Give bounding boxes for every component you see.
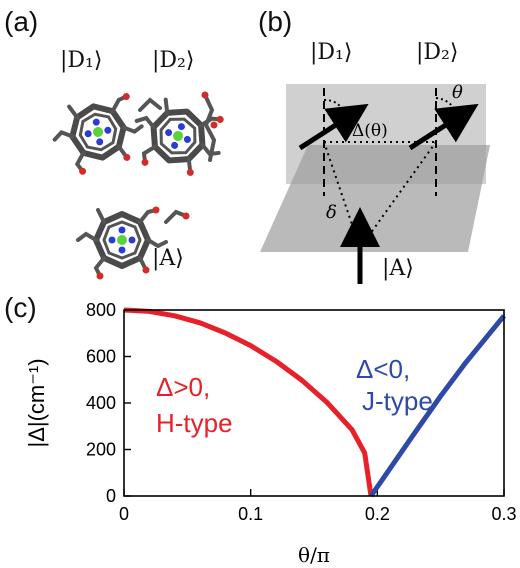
ket-a-label-b: |A⟩	[382, 256, 414, 281]
x-axis-label: θ/π	[298, 543, 330, 567]
side-chain-d2	[203, 93, 217, 162]
ket-d1-label-a: |D₁⟩	[60, 48, 103, 73]
porphyrin-molecule-D1	[49, 91, 148, 178]
x-tick-label: 0.3	[491, 504, 516, 524]
ket-d1-label-b: |D₁⟩	[310, 40, 353, 65]
delta-theta-label: Δ(θ)	[352, 121, 388, 141]
ket-d2-label-a: |D₂⟩	[152, 48, 195, 73]
dipole-d1-arrow	[298, 103, 369, 151]
y-axis-label: |Δ|(cm⁻¹)	[24, 358, 49, 447]
y-tick-label: 200	[86, 440, 116, 460]
annotation-h-type-line1: Δ>0,	[156, 372, 210, 402]
panel-label-c: (c)	[4, 292, 37, 323]
ket-a-label-a: |A⟩	[152, 246, 184, 271]
panel-label-b: (b)	[258, 6, 293, 37]
annotation-j-type-line1: Δ<0,	[356, 354, 410, 384]
panel-label-a: (a)	[4, 6, 39, 37]
annotation-h-type-line2: H-type	[156, 408, 233, 438]
ket-d2-label-b: |D₂⟩	[416, 40, 459, 65]
annotation-j-type-line2: J-type	[362, 386, 433, 416]
y-tick-label: 400	[86, 393, 116, 413]
panel-c-chart: 0 0.1 0.2 0.3 0 200 400 600 800 |Δ|(cm⁻¹) θ/π Δ>…	[24, 300, 517, 567]
y-tick-label: 800	[86, 300, 116, 320]
series-line-h-type	[123, 307, 374, 497]
porphyrin-molecule-A	[78, 207, 166, 280]
plot-frame	[123, 309, 505, 497]
acceptor-plane	[260, 145, 490, 252]
x-tick-label: 0.2	[365, 504, 390, 524]
x-tick-label: 0	[119, 504, 129, 524]
theta-label: θ	[452, 82, 463, 103]
dipole-d2-arrow	[408, 103, 479, 151]
y-tick-label: 0	[106, 486, 116, 506]
delta-label: δ	[326, 202, 337, 223]
y-tick-label: 600	[86, 347, 116, 367]
panel-a-molecules	[0, 0, 260, 290]
x-tick-label: 0.1	[238, 504, 263, 524]
panel-b-diagram: Δ(θ) θ δ	[260, 82, 490, 284]
series-line-j-type	[368, 314, 506, 498]
